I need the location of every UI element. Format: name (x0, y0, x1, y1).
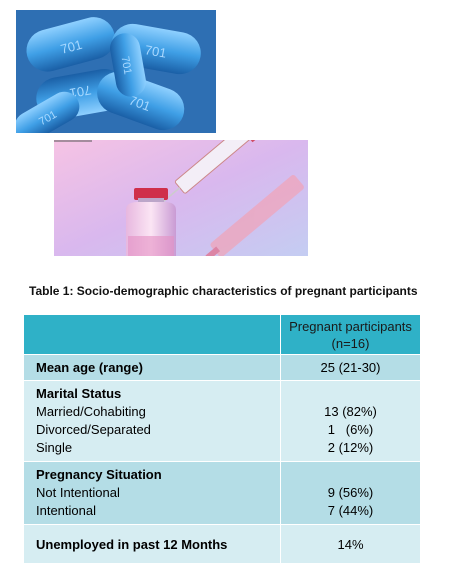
pregnancy-situation-title: Pregnancy Situation (36, 467, 162, 482)
pregnancy-situation-values: 9 (56%) 7 (44%) (280, 461, 421, 525)
demographics-table: Pregnant participants (n=16) Mean age (r… (23, 314, 421, 564)
pregnancy-value-not-intentional: 9 (56%) (327, 485, 374, 500)
table-header-row: Pregnant participants (n=16) (23, 314, 421, 355)
marital-status-title: Marital Status (36, 386, 122, 401)
marital-value-single: 2 (12%) (327, 440, 374, 455)
mean-age-label: Mean age (range) (23, 354, 281, 381)
header-cell-pregnant-participants: Pregnant participants (n=16) (280, 314, 421, 355)
marital-label-divorced: Divorced/Separated (36, 422, 151, 437)
pill-imprint: 701 (119, 55, 134, 75)
table-row-mean-age: Mean age (range) 25 (21-30) (23, 354, 421, 381)
pregnancy-label-not-intentional: Not Intentional (36, 485, 120, 500)
marital-value-divorced: 1 (6%) (327, 422, 374, 437)
unemployed-label: Unemployed in past 12 Months (23, 524, 281, 564)
pregnancy-label-intentional: Intentional (36, 503, 96, 518)
table-caption: Table 1: Socio-demographic characteristi… (29, 284, 418, 298)
mean-age-value: 25 (21-30) (280, 354, 421, 381)
pill-imprint: 701 (59, 37, 84, 57)
pills-photo: 701 701 701 701 701 701 (16, 10, 216, 133)
table-row-marital-status: Marital Status Married/Cohabiting Divorc… (23, 380, 421, 462)
marital-label-married: Married/Cohabiting (36, 404, 146, 419)
marital-value-married: 13 (82%) (324, 404, 377, 419)
pill-imprint: 701 (144, 42, 168, 61)
vaccine-photo (54, 140, 308, 256)
unemployed-value: 14% (280, 524, 421, 564)
pill-imprint: 701 (127, 93, 153, 115)
header-cell-empty (23, 314, 281, 355)
marital-status-values: 13 (82%) 1 (6%) 2 (12%) (280, 380, 421, 462)
table-row-pregnancy-situation: Pregnancy Situation Not Intentional Inte… (23, 461, 421, 525)
marital-status-labels: Marital Status Married/Cohabiting Divorc… (23, 380, 281, 462)
pregnancy-value-intentional: 7 (44%) (327, 503, 374, 518)
pregnancy-situation-labels: Pregnancy Situation Not Intentional Inte… (23, 461, 281, 525)
marital-label-single: Single (36, 440, 73, 455)
table-row-unemployed: Unemployed in past 12 Months 14% (23, 524, 421, 564)
